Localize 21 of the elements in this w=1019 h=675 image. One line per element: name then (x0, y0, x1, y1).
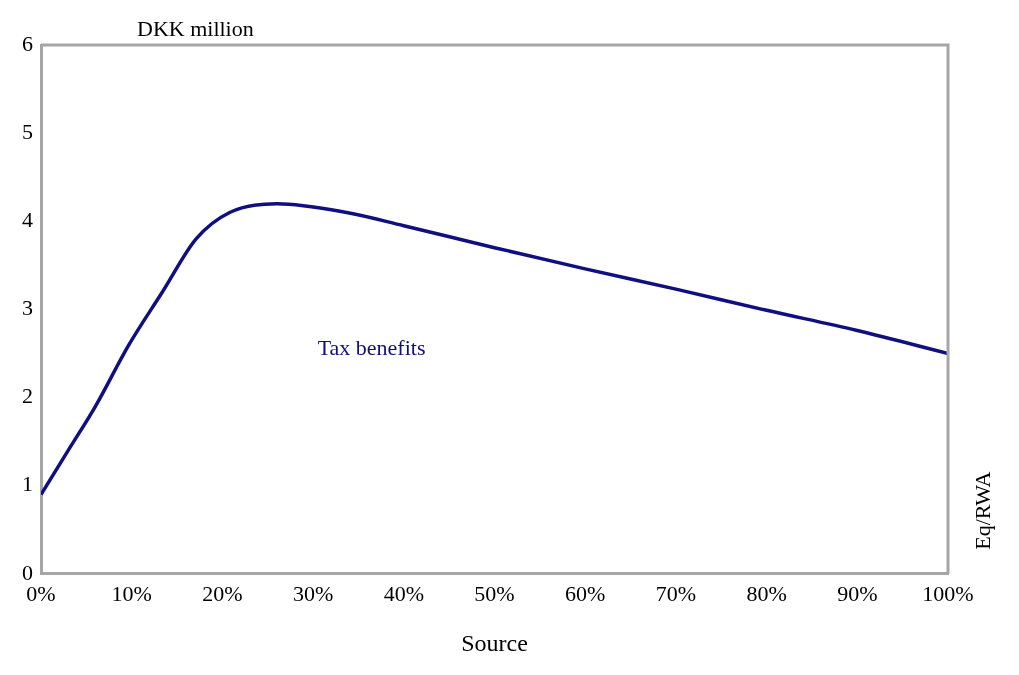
text: Eq/RWA (969, 471, 995, 550)
line-series (41, 201, 948, 497)
x-tick-label: 50% (474, 580, 515, 606)
x-tick-label: 30% (292, 580, 334, 606)
y-tick-label: 2 (22, 383, 33, 409)
x-axis-title: Source (461, 629, 528, 656)
text: Tax benefits (317, 334, 426, 360)
y-tick-label: 4 (22, 207, 33, 233)
x-tick-label: 90% (837, 580, 878, 606)
y-tick-label: 6 (22, 30, 33, 56)
x-tick-label: 40% (383, 580, 424, 606)
x-tick-label: 10% (111, 580, 152, 606)
x-tick-label: 20% (202, 580, 243, 606)
x-tick-label: 70% (655, 580, 697, 606)
y-tick-label: 3 (22, 295, 33, 321)
x-tick-label: 60% (565, 580, 606, 606)
y-axis-title: DKK million (137, 15, 254, 41)
x-tick-label: 100% (922, 580, 974, 606)
y-tick-label: 1 (22, 471, 33, 497)
y-tick-label: 5 (22, 118, 33, 144)
x-tick-label: 80% (746, 580, 787, 606)
